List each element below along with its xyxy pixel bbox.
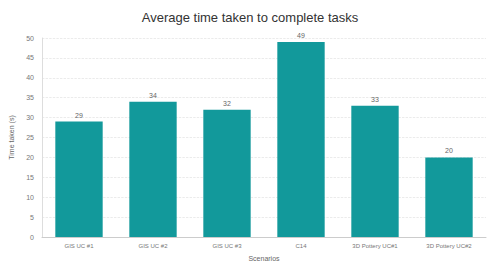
svg-text:35: 35 bbox=[26, 94, 34, 101]
svg-text:49: 49 bbox=[297, 32, 305, 39]
svg-text:30: 30 bbox=[26, 114, 34, 121]
svg-text:5: 5 bbox=[30, 214, 34, 221]
svg-text:Scenarios: Scenarios bbox=[248, 255, 280, 262]
svg-text:10: 10 bbox=[26, 194, 34, 201]
svg-text:29: 29 bbox=[75, 112, 83, 119]
svg-text:3D Pottery UC#2: 3D Pottery UC#2 bbox=[426, 243, 472, 249]
svg-text:34: 34 bbox=[149, 92, 157, 99]
svg-text:20: 20 bbox=[445, 147, 453, 154]
svg-text:33: 33 bbox=[371, 96, 379, 103]
svg-text:15: 15 bbox=[26, 174, 34, 181]
svg-text:C14: C14 bbox=[295, 243, 307, 249]
svg-text:GIS UC #1: GIS UC #1 bbox=[64, 243, 94, 249]
svg-text:40: 40 bbox=[26, 74, 34, 81]
svg-text:25: 25 bbox=[26, 134, 34, 141]
svg-text:20: 20 bbox=[26, 154, 34, 161]
svg-text:45: 45 bbox=[26, 54, 34, 61]
svg-text:0: 0 bbox=[30, 234, 34, 241]
svg-text:GIS UC #2: GIS UC #2 bbox=[138, 243, 168, 249]
svg-text:3D Pottery UC#1: 3D Pottery UC#1 bbox=[352, 243, 398, 249]
svg-text:GIS UC #3: GIS UC #3 bbox=[212, 243, 242, 249]
svg-text:50: 50 bbox=[26, 35, 34, 42]
svg-text:Time taken (s): Time taken (s) bbox=[8, 115, 16, 159]
svg-text:Average time taken to complete: Average time taken to complete tasks bbox=[142, 10, 359, 25]
svg-text:32: 32 bbox=[223, 100, 231, 107]
